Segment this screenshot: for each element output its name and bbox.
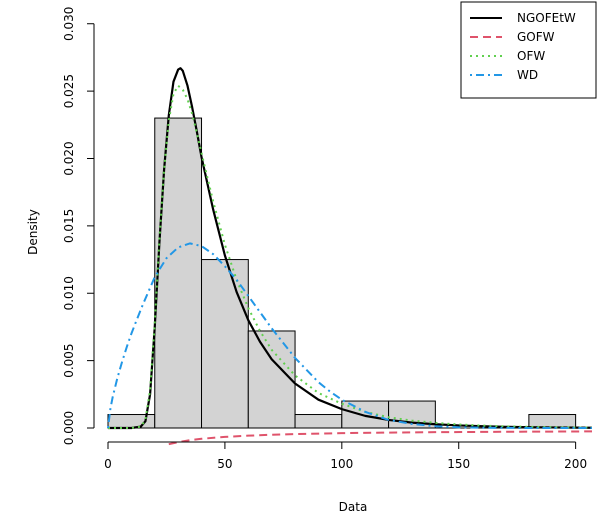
y-tick-label: 0.000 [62,411,76,445]
x-axis-label: Data [339,500,368,514]
histogram-bar [247,330,296,429]
x-tick-label: 200 [564,457,587,471]
legend: NGOFEtW GOFW OFW WD [460,1,597,99]
y-tick-label: 0.005 [62,343,76,377]
histogram-bar [201,259,249,429]
legend-label: OFW [517,49,545,63]
series-line-ngofetw [108,67,593,430]
histogram-bar [341,400,390,429]
y-tick-label: 0.025 [62,74,76,108]
histogram-bar [107,414,156,429]
series-line-wd [107,242,592,429]
series-line-gofw [168,430,593,446]
histogram-bar [294,414,343,429]
y-tick-label: 0.020 [62,141,76,175]
x-tick-label: 100 [330,457,353,471]
y-tick-label: 0.010 [62,276,76,310]
x-tick-label: 50 [217,457,232,471]
legend-label: GOFW [517,30,555,44]
legend-label: WD [517,68,538,82]
x-tick-label: 150 [447,457,470,471]
histogram-bar [154,117,203,429]
legend-label: NGOFEtW [517,11,576,25]
y-tick-label: 0.030 [62,7,76,41]
histogram-bar [528,414,577,429]
x-tick-label: 0 [104,457,112,471]
y-tick-label: 0.015 [62,209,76,243]
axes-layer: 0 50 100 150 200 0.000 0.005 0.010 0.015 0.020 0.0… [62,7,587,471]
density-lines-layer [107,67,593,446]
histogram-layer [107,117,577,429]
y-axis-label: Density [26,209,40,255]
